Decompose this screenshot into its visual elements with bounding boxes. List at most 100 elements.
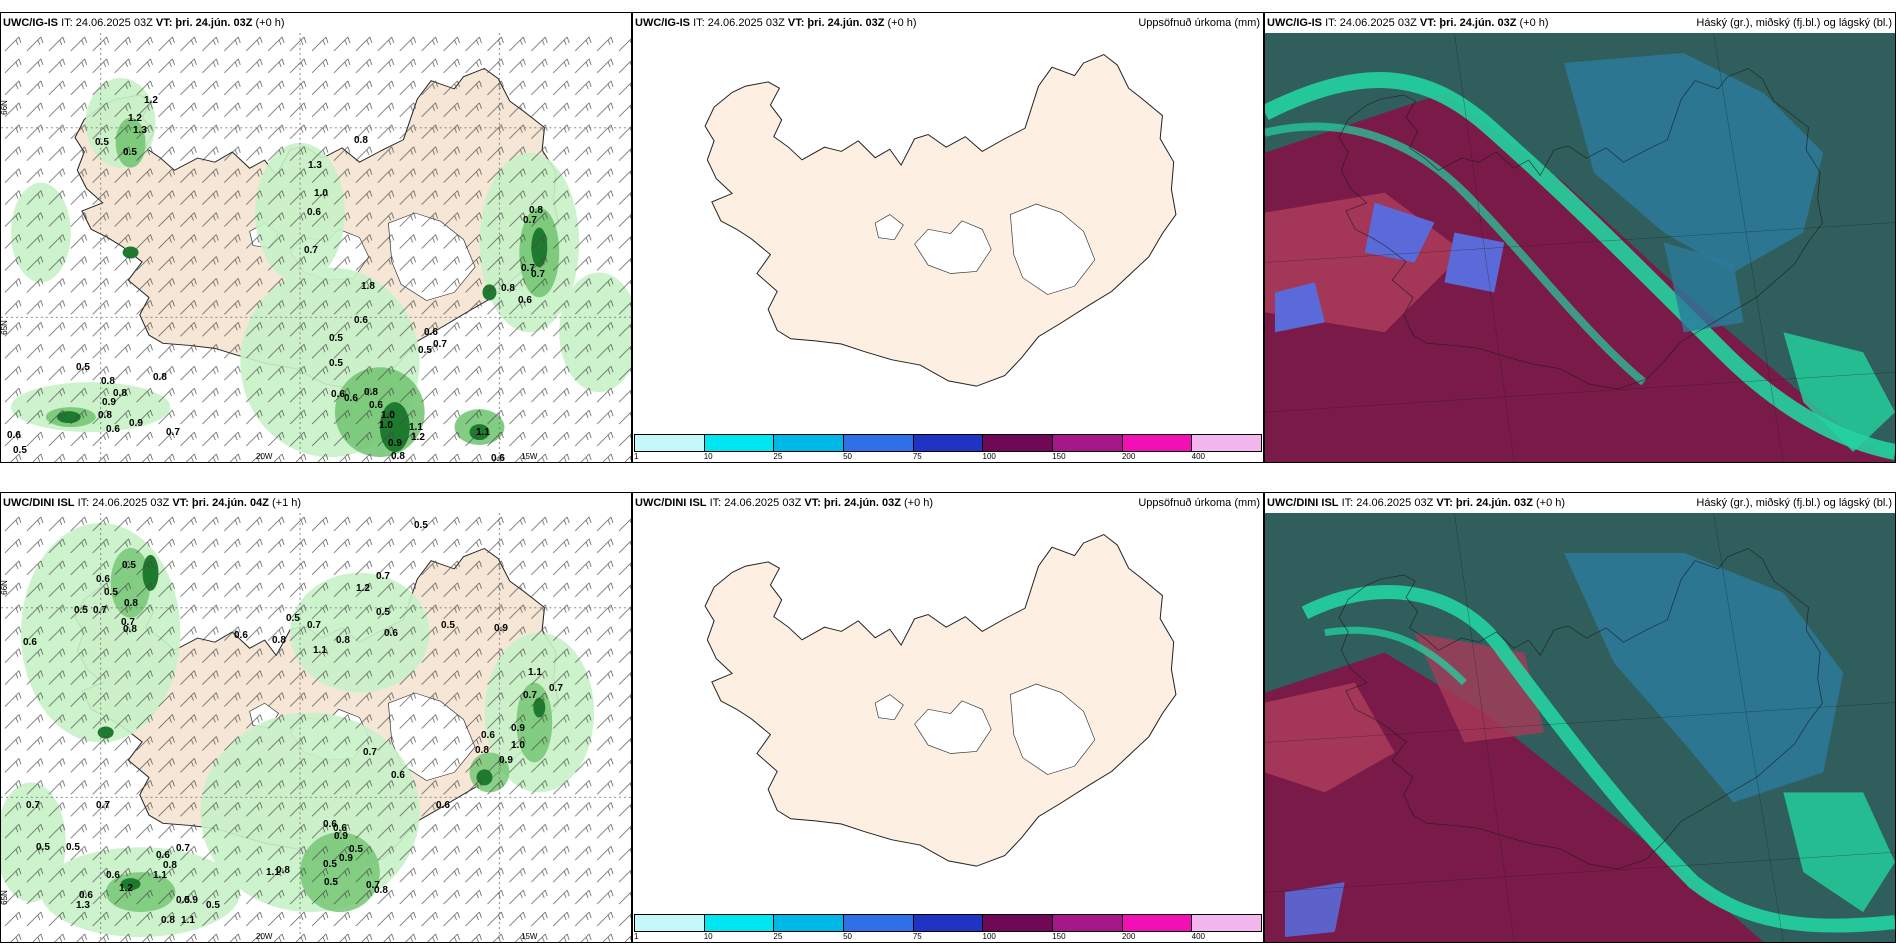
precip-value: 0.5 [95,137,109,148]
precip-value: 0.6 [436,800,450,811]
cloud-cover-map[interactable] [1265,513,1895,942]
precip-wind-map[interactable] [1,33,631,462]
colorbar-tick: 25 [773,452,783,461]
precip-value: 0.5 [176,895,190,906]
precip-value: 0.8 [101,376,115,387]
colorbar-segment [774,915,845,931]
precip-value: 0.6 [331,389,345,400]
precip-value: 0.7 [26,800,40,811]
precip-value: 1.2 [128,113,142,124]
precip-value: 0.8 [153,372,167,383]
precip-value: 0.6 [307,207,321,218]
precip-value: 0.5 [206,900,220,911]
precip-value: 0.7 [366,880,380,891]
colorbar-segment [844,435,914,451]
colorbar-tick: 400 [1191,452,1206,461]
panel-accum-precip-igis: UWC/IG-IS IT: 24.06.2025 03Z VT: þri. 24… [632,12,1264,463]
colorbar-tick: 10 [703,932,713,941]
precip-value: 0.5 [441,620,455,631]
colorbar [634,434,1262,452]
field-title: Háský (gr.), miðský (fj.bl.) og lágský (… [1696,497,1892,509]
colorbar-segment [983,435,1054,451]
precip-value: 1.3 [76,900,90,911]
precip-value: 0.9 [511,723,525,734]
precip-value: 0.8 [161,915,175,926]
precip-value: 0.7 [176,843,190,854]
precip-value: 0.5 [13,445,27,456]
precip-value: 0.5 [122,560,136,571]
colorbar-tick: 50 [843,932,853,941]
precip-value: 0.6 [106,424,120,435]
precip-value: 0.7 [549,683,563,694]
colorbar-tick: 200 [1121,452,1136,461]
lon-label-15w: 15W [521,932,538,941]
lon-label-15w: 15W [521,452,538,461]
precip-value: 0.8 [124,598,138,609]
precip-value: 0.6 [518,295,532,306]
colorbar-segment [913,435,984,451]
precip-value: 0.9 [388,438,402,449]
precip-value: 0.9 [184,895,198,906]
lat-label-65n: 65N [0,320,9,335]
precip-value: 1.2 [119,883,133,894]
precip-value: 0.8 [501,283,515,294]
field-title: Háský (gr.), miðský (fj.bl.) og lágský (… [1696,17,1892,29]
precip-value: 0.9 [102,397,116,408]
panel-clouds-igis: UWC/IG-IS IT: 24.06.2025 03Z VT: þri. 24… [1264,12,1896,463]
precip-value: 0.6 [106,870,120,881]
precip-value: 0.5 [74,605,88,616]
precip-value: 0.8 [98,410,112,421]
precip-value: 0.5 [286,613,300,624]
panel-header: UWC/DINI ISL IT: 24.06.2025 03Z VT: þri.… [1265,493,1895,513]
precip-value: 0.5 [123,147,137,158]
precip-value: 1.1 [409,422,423,433]
panel-accum-precip-dini: UWC/DINI ISL IT: 24.06.2025 03Z VT: þri.… [632,492,1264,943]
colorbar-tick: 150 [1052,452,1066,461]
precip-value: 0.9 [339,853,353,864]
precip-value: 0.6 [354,315,368,326]
panel-clouds-dini: UWC/DINI ISL IT: 24.06.2025 03Z VT: þri.… [1264,492,1896,943]
precip-value: 0.6 [234,630,248,641]
precip-value: 0.6 [96,574,110,585]
accum-precip-map[interactable] [633,513,1263,914]
colorbar-segment [1192,915,1262,931]
precip-value: 0.5 [414,520,428,531]
precip-value: 0.5 [329,333,343,344]
accum-precip-map[interactable] [633,33,1263,434]
cloud-cover-map[interactable] [1265,33,1895,462]
precip-value: 1.1 [153,870,167,881]
panel-header: UWC/IG-IS IT: 24.06.2025 03Z VT: þri. 24… [1265,13,1895,33]
colorbar-segment [704,435,775,451]
lat-label-65n: 65N [0,890,9,905]
precip-value: 0.7 [166,427,180,438]
colorbar [634,914,1262,932]
precip-value: 0.8 [123,624,137,635]
panel-header: UWC/IG-IS IT: 24.06.2025 03Z VT: þri. 24… [1,13,631,33]
precip-wind-map[interactable] [1,513,631,942]
precip-value: 0.7 [521,263,535,274]
precip-value: 1.2 [356,583,370,594]
panel-precip-wind-dini: UWC/DINI ISL IT: 24.06.2025 03Z VT: þri.… [0,492,632,943]
colorbar-ticks: 1 10 25 50 75 100 150 200 400 [634,452,1262,462]
colorbar-tick: 1 [634,452,639,461]
precip-value: 0.6 [344,393,358,404]
precip-value: 1.3 [133,125,147,136]
precip-value: 1.0 [511,740,525,751]
precip-value: 0.7 [304,245,318,256]
panel-header: UWC/DINI ISL IT: 24.06.2025 03Z VT: þri.… [1,493,631,513]
colorbar-tick: 75 [912,452,922,461]
precip-value: 0.8 [391,451,405,462]
precip-value: 0.6 [384,628,398,639]
panel-header: UWC/DINI ISL IT: 24.06.2025 03Z VT: þri.… [633,493,1263,513]
precip-value: 0.8 [354,135,368,146]
precip-value: 0.6 [481,730,495,741]
colorbar-tick: 1 [634,932,639,941]
colorbar-segment [635,435,705,451]
precip-value: 0.6 [323,819,337,830]
precip-value: 0.5 [329,358,343,369]
field-title: Uppsöfnuð úrkoma (mm) [1138,497,1260,509]
precip-value: 0.8 [475,745,489,756]
precip-value: 0.7 [96,800,110,811]
precip-value: 0.8 [163,860,177,871]
precip-value: 0.9 [129,418,143,429]
